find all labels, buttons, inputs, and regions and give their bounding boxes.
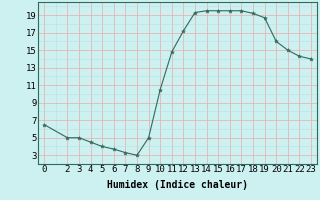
X-axis label: Humidex (Indice chaleur): Humidex (Indice chaleur) — [107, 180, 248, 190]
